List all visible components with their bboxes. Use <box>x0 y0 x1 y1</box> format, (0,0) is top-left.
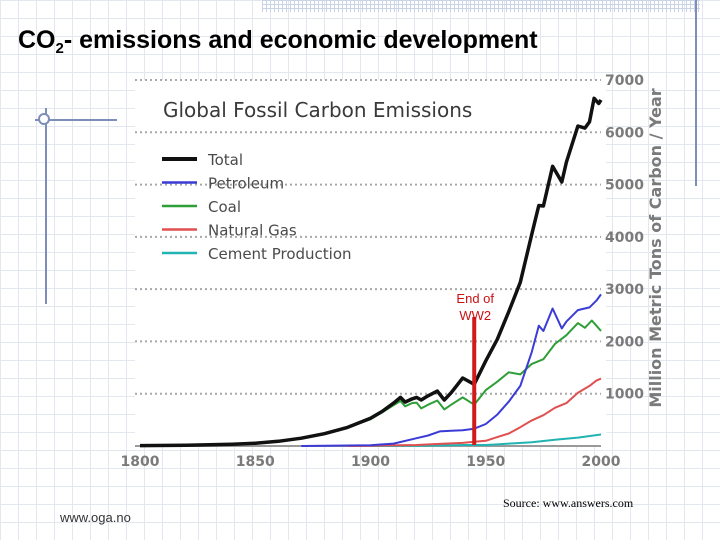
source-credit: Source: www.answers.com <box>503 496 634 510</box>
legend-label: Cement Production <box>208 245 352 263</box>
x-tick-label: 1800 <box>121 454 160 470</box>
website-footer: www.oga.no <box>60 510 131 525</box>
ww2-annotation-label: End of <box>456 291 494 306</box>
legend-label: Coal <box>208 198 241 216</box>
slide-title: CO2- emissions and economic development <box>18 26 538 57</box>
y-tick-label: 2000 <box>605 334 644 350</box>
x-tick-label: 2000 <box>582 454 621 470</box>
series-line-petroleum <box>301 293 602 447</box>
decorative-circle <box>38 113 50 125</box>
decorative-top-stripe <box>262 0 700 12</box>
series-line-total <box>139 96 603 448</box>
ww2-annotation-label: WW2 <box>459 308 491 323</box>
x-tick-label: 1950 <box>466 454 505 470</box>
decorative-right-line <box>695 0 697 186</box>
plot-panel <box>135 80 606 446</box>
series-line-cement-production <box>370 433 602 447</box>
chart-title: Global Fossil Carbon Emissions <box>163 98 472 122</box>
decorative-horizontal-line <box>35 119 117 121</box>
y-tick-label: 1000 <box>605 387 644 403</box>
legend-label: Total <box>207 151 243 169</box>
y-tick-label: 5000 <box>605 178 644 194</box>
y-axis-label: Million Metric Tons of Carbon / Year <box>646 88 665 407</box>
y-tick-label: 6000 <box>605 125 644 141</box>
fossil-carbon-chart: Global Fossil Carbon Emissions Total Petro… <box>121 73 665 470</box>
series-line-natural-gas <box>347 377 602 447</box>
y-tick-label: 3000 <box>605 282 644 298</box>
x-tick-label: 1850 <box>236 454 275 470</box>
legend-label: Natural Gas <box>208 222 297 240</box>
decorative-vertical-line <box>45 108 47 304</box>
y-tick-label: 4000 <box>605 230 644 246</box>
x-tick-label: 1900 <box>351 454 390 470</box>
y-tick-label: 7000 <box>605 73 644 89</box>
legend-label: Petroleum <box>208 175 284 193</box>
